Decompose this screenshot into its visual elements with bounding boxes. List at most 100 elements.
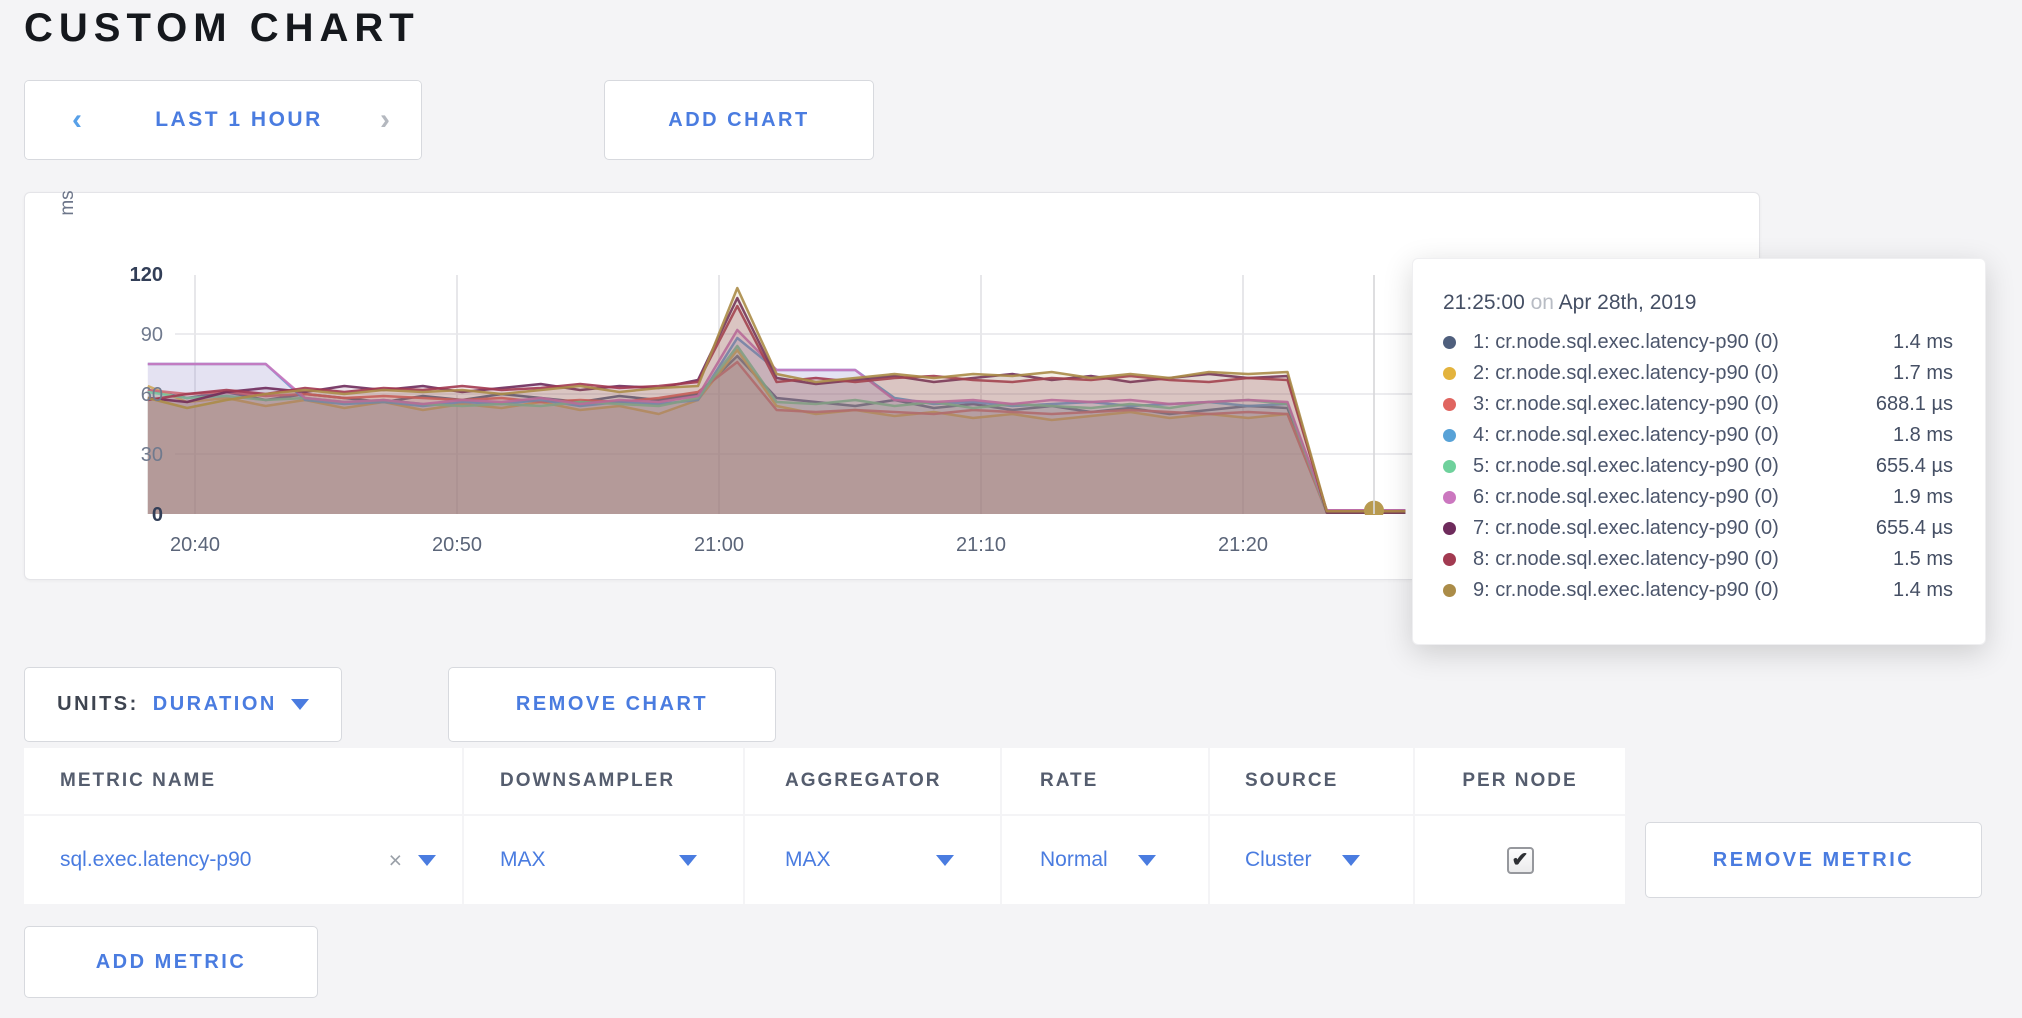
series-color-dot-icon [1443, 429, 1456, 442]
tooltip-series-label: 6: cr.node.sql.exec.latency-p90 (0) [1473, 486, 1779, 508]
source-value: Cluster [1245, 848, 1312, 871]
svg-text:60: 60 [141, 384, 163, 406]
tooltip-row: 3: cr.node.sql.exec.latency-p90 (0) 688.1… [1443, 389, 1953, 420]
per-node-cell: ✔ [1415, 816, 1627, 904]
units-label: UNITS: [57, 693, 139, 715]
metrics-table: METRIC NAME DOWNSAMPLER AGGREGATOR RATE … [24, 748, 1990, 904]
series-color-dot-icon [1443, 491, 1456, 504]
header-per-node: PER NODE [1415, 748, 1627, 814]
metrics-table-header: METRIC NAME DOWNSAMPLER AGGREGATOR RATE … [24, 748, 1990, 814]
units-dropdown[interactable]: UNITS: DURATION [24, 667, 342, 742]
tooltip-row: 5: cr.node.sql.exec.latency-p90 (0) 655.4… [1443, 451, 1953, 482]
tooltip-series-value: 688.1 µs [1875, 393, 1953, 415]
downsampler-dropdown[interactable]: MAX [464, 816, 745, 904]
tooltip-row: 1: cr.node.sql.exec.latency-p90 (0) 1.4 m… [1443, 327, 1953, 358]
tooltip-series-value: 1.8 ms [1892, 424, 1953, 446]
series-color-dot-icon [1443, 460, 1456, 473]
downsampler-value: MAX [500, 848, 546, 871]
rate-value: Normal [1040, 848, 1108, 871]
time-next-button[interactable]: › [349, 81, 421, 159]
tooltip-series-value: 655.4 µs [1875, 455, 1953, 477]
svg-text:30: 30 [141, 444, 163, 466]
tooltip-row: 4: cr.node.sql.exec.latency-p90 (0) 1.8 m… [1443, 420, 1953, 451]
tooltip-series-label: 1: cr.node.sql.exec.latency-p90 (0) [1473, 331, 1779, 353]
tooltip-series-label: 3: cr.node.sql.exec.latency-p90 (0) [1473, 393, 1779, 415]
tooltip-series-value: 1.7 ms [1892, 362, 1953, 384]
series-color-dot-icon [1443, 398, 1456, 411]
remove-chart-button[interactable]: REMOVE CHART [448, 667, 776, 742]
source-dropdown[interactable]: Cluster [1210, 816, 1415, 904]
add-metric-button[interactable]: ADD METRIC [24, 926, 318, 998]
tooltip-series-label: 5: cr.node.sql.exec.latency-p90 (0) [1473, 455, 1779, 477]
chart-tooltip: 21:25:00 on Apr 28th, 2019 1: cr.node.sq… [1412, 258, 1986, 645]
svg-text:90: 90 [141, 324, 163, 346]
chevron-left-icon: ‹ [72, 103, 82, 136]
tooltip-row: 6: cr.node.sql.exec.latency-p90 (0) 1.9 m… [1443, 482, 1953, 513]
header-metric-name: METRIC NAME [24, 748, 464, 814]
per-node-checkbox[interactable]: ✔ [1506, 846, 1534, 874]
tooltip-time: 21:25:00 [1443, 291, 1525, 314]
actions-cell: REMOVE METRIC [1627, 816, 1990, 904]
tooltip-rows: 1: cr.node.sql.exec.latency-p90 (0) 1.4 m… [1443, 327, 1953, 606]
svg-text:21:20: 21:20 [1218, 534, 1268, 556]
page-title: CUSTOM CHART [24, 6, 420, 50]
header-rate: RATE [1002, 748, 1210, 814]
tooltip-on-word: on [1530, 291, 1554, 314]
add-chart-button[interactable]: ADD CHART [604, 80, 874, 160]
tooltip-title: 21:25:00 on Apr 28th, 2019 [1443, 291, 1953, 315]
tooltip-series-value: 1.4 ms [1892, 331, 1953, 353]
tooltip-row: 8: cr.node.sql.exec.latency-p90 (0) 1.5 m… [1443, 544, 1953, 575]
tooltip-series-label: 4: cr.node.sql.exec.latency-p90 (0) [1473, 424, 1779, 446]
series-color-dot-icon [1443, 553, 1456, 566]
svg-text:21:10: 21:10 [956, 534, 1006, 556]
tooltip-series-value: 1.4 ms [1892, 579, 1953, 601]
tooltip-series-label: 8: cr.node.sql.exec.latency-p90 (0) [1473, 548, 1779, 570]
chevron-down-icon [679, 854, 697, 866]
tooltip-row: 9: cr.node.sql.exec.latency-p90 (0) 1.4 m… [1443, 575, 1953, 606]
series-color-dot-icon [1443, 584, 1456, 597]
metric-name-cell: sql.exec.latency-p90 × [24, 816, 464, 904]
chevron-down-icon [290, 699, 309, 710]
clear-metric-icon[interactable]: × [388, 846, 402, 873]
series-color-dot-icon [1443, 367, 1456, 380]
remove-metric-button[interactable]: REMOVE METRIC [1645, 822, 1982, 898]
rate-dropdown[interactable]: Normal [1002, 816, 1210, 904]
chevron-right-icon: › [380, 103, 390, 136]
header-source: SOURCE [1210, 748, 1415, 814]
aggregator-dropdown[interactable]: MAX [745, 816, 1002, 904]
series-color-dot-icon [1443, 522, 1456, 535]
tooltip-series-value: 655.4 µs [1875, 517, 1953, 539]
time-range-button[interactable]: LAST 1 HOUR [129, 81, 349, 159]
tooltip-date: Apr 28th, 2019 [1558, 291, 1697, 314]
tooltip-series-label: 9: cr.node.sql.exec.latency-p90 (0) [1473, 579, 1779, 601]
series-color-dot-icon [1443, 336, 1456, 349]
chevron-down-icon [936, 854, 954, 866]
time-prev-button[interactable]: ‹ [25, 81, 129, 159]
header-actions [1627, 748, 1990, 814]
y-axis-unit-label: ms [57, 190, 78, 216]
tooltip-series-label: 7: cr.node.sql.exec.latency-p90 (0) [1473, 517, 1779, 539]
tooltip-row: 7: cr.node.sql.exec.latency-p90 (0) 655.4… [1443, 513, 1953, 544]
header-downsampler: DOWNSAMPLER [464, 748, 745, 814]
svg-text:21:00: 21:00 [694, 534, 744, 556]
metric-name-value: sql.exec.latency-p90 [60, 848, 252, 871]
chevron-down-icon [1341, 854, 1360, 866]
chart-svg[interactable]: 0 30 60 90 120 20:40 20:50 21:00 21:10 21:20 [25, 193, 1761, 581]
chevron-down-icon [1137, 854, 1156, 866]
svg-text:20:50: 20:50 [432, 534, 482, 556]
chevron-down-icon[interactable] [418, 854, 436, 866]
units-value: DURATION [152, 693, 277, 715]
chart-card: 0 30 60 90 120 20:40 20:50 21:00 21:10 21:20 [24, 192, 1760, 580]
header-aggregator: AGGREGATOR [745, 748, 1002, 814]
svg-text:20:40: 20:40 [170, 534, 220, 556]
time-range-selector: ‹ LAST 1 HOUR › [24, 80, 422, 160]
tooltip-series-label: 2: cr.node.sql.exec.latency-p90 (0) [1473, 362, 1779, 384]
tooltip-series-value: 1.5 ms [1892, 548, 1953, 570]
svg-text:120: 120 [130, 264, 163, 286]
metric-row: sql.exec.latency-p90 × MAX MAX Normal Cl… [24, 816, 1990, 904]
aggregator-value: MAX [785, 848, 831, 871]
svg-text:0: 0 [152, 504, 163, 526]
tooltip-series-value: 1.9 ms [1892, 486, 1953, 508]
tooltip-row: 2: cr.node.sql.exec.latency-p90 (0) 1.7 m… [1443, 358, 1953, 389]
